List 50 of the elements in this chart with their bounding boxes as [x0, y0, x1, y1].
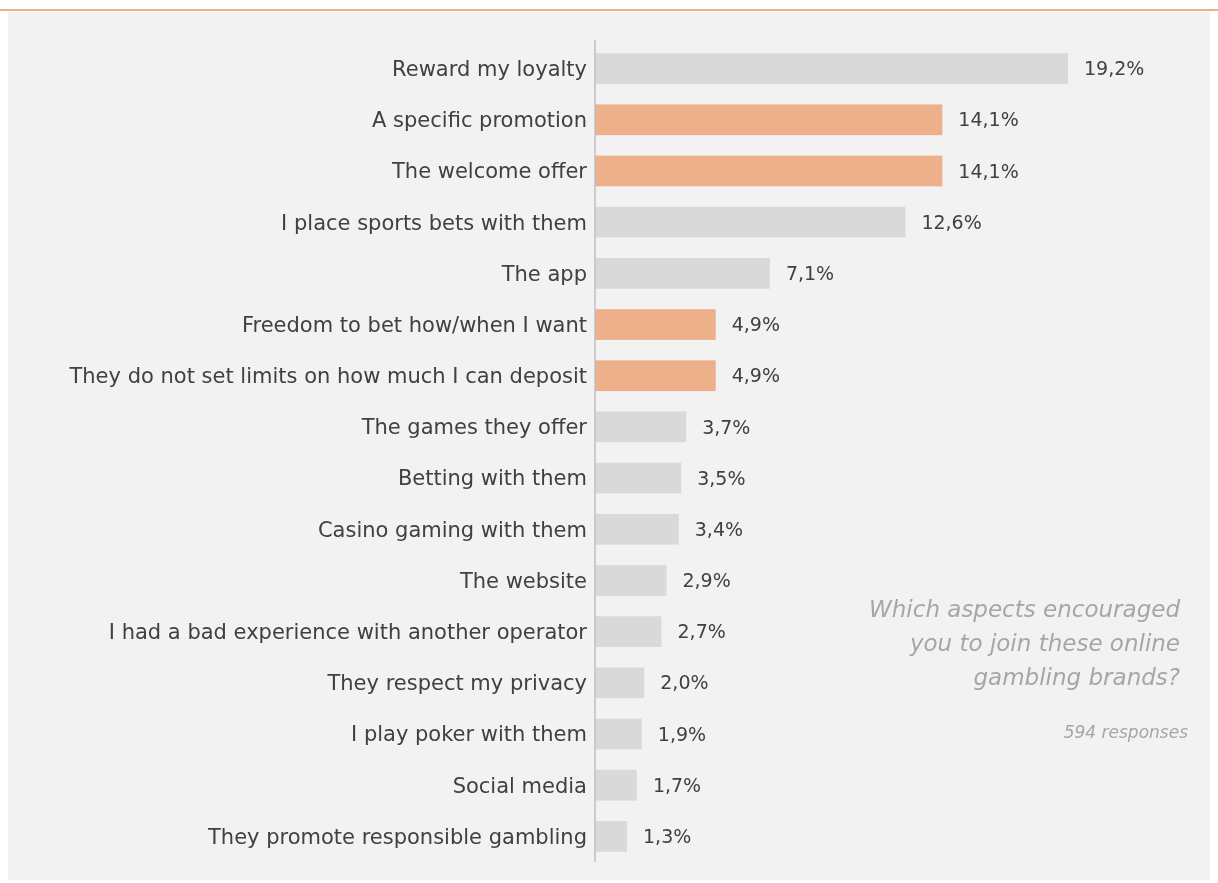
data-label: 14,1%: [958, 159, 1019, 182]
y-tick-label: They do not set limits on how much I can deposit: [68, 364, 587, 389]
data-label: 14,1%: [958, 108, 1019, 131]
bar: [595, 411, 687, 443]
data-label: 7,1%: [785, 261, 835, 284]
bar: [595, 462, 682, 494]
y-tick-label: The welcome offer: [391, 159, 588, 184]
bar: [595, 513, 679, 545]
data-label: 1,3%: [643, 825, 692, 848]
bar: [595, 667, 645, 699]
y-tick-label: The games they offer: [360, 415, 588, 440]
y-tick-label: They respect my privacy: [326, 671, 587, 696]
y-tick-label: The app: [500, 261, 587, 286]
y-tick-label: They promote responsible gambling: [207, 824, 587, 849]
bar: [595, 821, 628, 852]
bar: [595, 257, 770, 289]
bar: [595, 769, 637, 801]
data-label: 2,9%: [682, 569, 731, 592]
y-tick-label: I place sports bets with them: [281, 210, 587, 235]
y-tick-label: Freedom to bet how/when I want: [241, 312, 587, 337]
data-label: 19,2%: [1084, 57, 1145, 80]
bar: [595, 616, 662, 648]
bar: [595, 360, 716, 392]
bar: [595, 206, 906, 238]
y-tick-label: I had a bad experience with another operator: [108, 620, 588, 645]
y-tick-label: Social media: [452, 773, 587, 798]
data-label: 4,9%: [731, 364, 780, 387]
y-tick-label: I play poker with them: [351, 722, 587, 747]
data-label: 3,7%: [702, 415, 751, 438]
data-label: 2,7%: [677, 620, 726, 643]
data-label: 3,4%: [694, 517, 744, 540]
data-label: 4,9%: [731, 313, 780, 336]
data-label: 3,5%: [697, 466, 746, 489]
data-label: 12,6%: [921, 210, 982, 233]
bar: [595, 565, 667, 596]
y-tick-label: Casino gaming with them: [317, 517, 587, 542]
y-tick-label: Betting with them: [397, 466, 587, 491]
y-tick-label: The website: [458, 568, 587, 593]
bar: [595, 718, 642, 750]
data-label: 1,9%: [657, 722, 707, 745]
y-tick-label: Reward my loyalty: [392, 56, 587, 81]
annotation: Which aspects encouraged you to join these online gambling brands?: [869, 596, 1181, 690]
data-label: 1,7%: [652, 773, 702, 796]
bar: [595, 53, 1068, 84]
data-label: 2,0%: [660, 671, 709, 694]
annotation: 594 responses: [1063, 722, 1189, 742]
y-tick-label: A specific promotion: [372, 108, 587, 133]
bar: [595, 309, 716, 340]
bar: [595, 155, 943, 187]
bar: [595, 104, 943, 136]
